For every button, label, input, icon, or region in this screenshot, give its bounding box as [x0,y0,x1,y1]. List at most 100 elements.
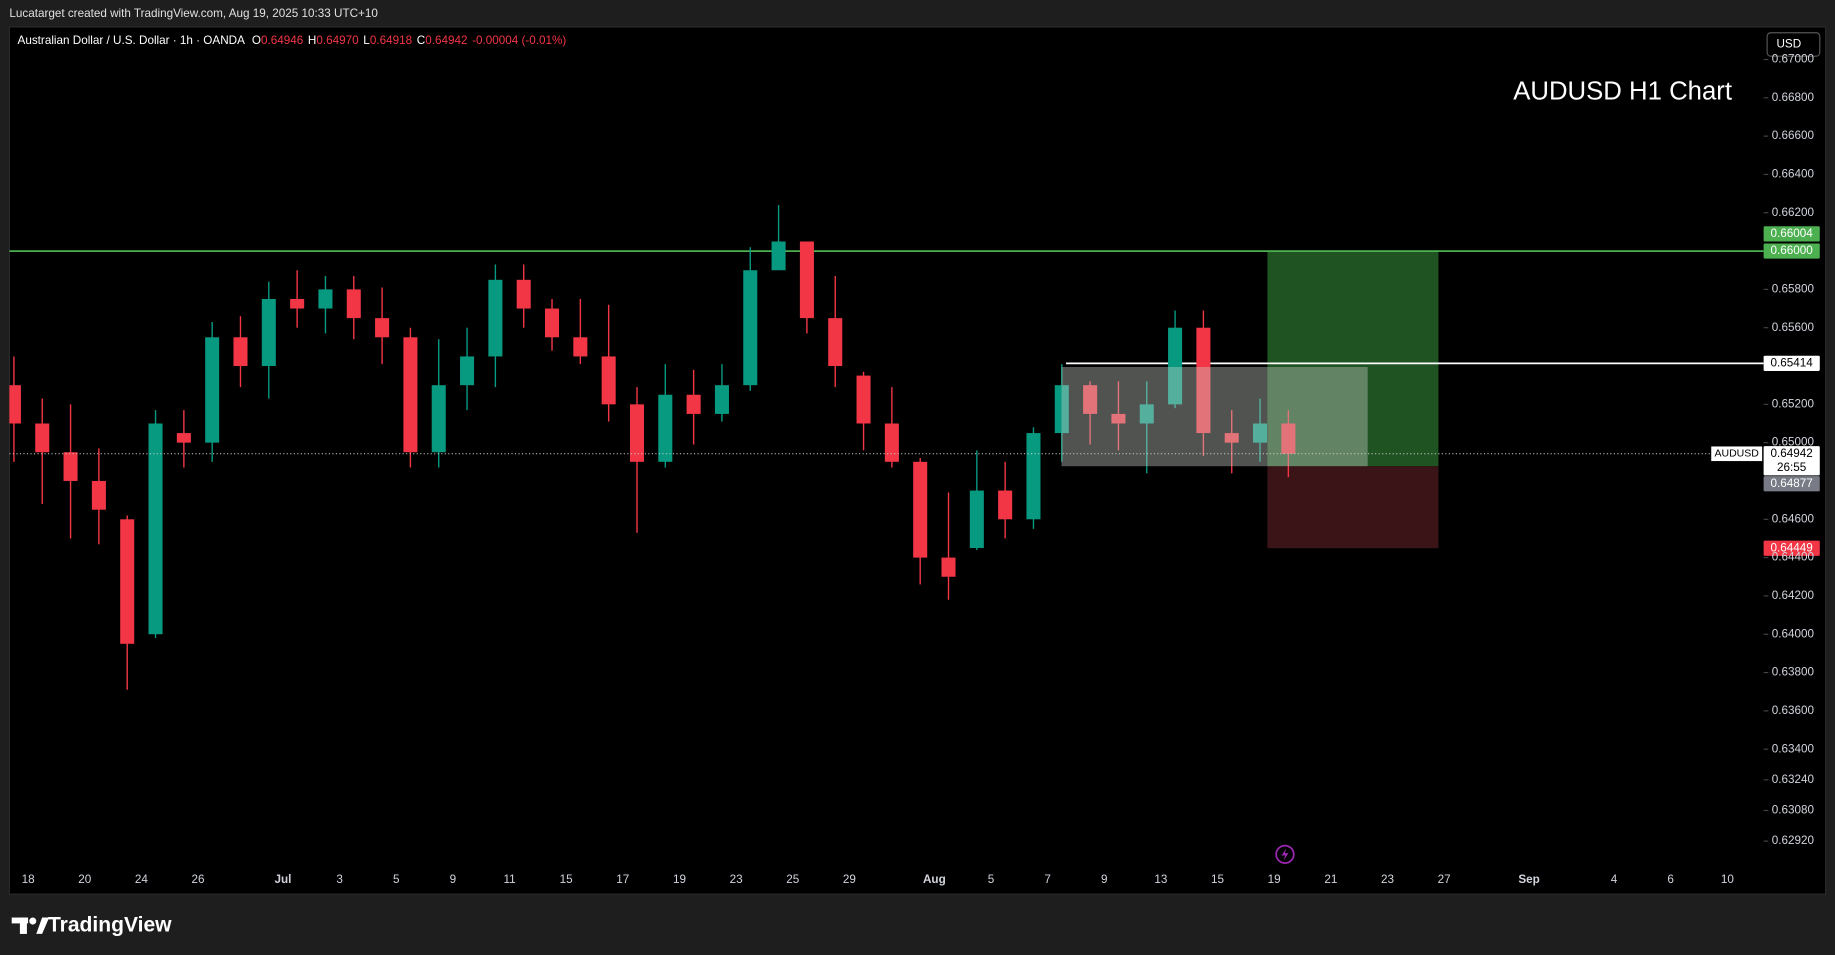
x-tick-label: 5 [988,873,995,886]
candle-body [460,356,475,386]
credit: Lucatarget created with TradingView.com,… [9,7,378,20]
y-tick-label: 0.63400 [1772,742,1815,755]
candle-body [233,337,248,367]
y-tick-label: 0.65200 [1772,397,1815,410]
y-tick-label: 0.65000 [1772,436,1815,449]
x-tick-label: 9 [1101,873,1108,886]
candle-body [35,423,50,453]
symbol-name: Australian Dollar / U.S. Dollar · 1h · O… [18,34,246,47]
price-tag [1763,476,1820,492]
y-tick-label: 0.66600 [1772,129,1815,142]
candle-body [629,404,645,462]
chart-pane [8,26,1827,895]
ohlc-key: C [417,34,425,47]
candle-body [714,385,729,414]
tv-logo-icon [11,917,50,934]
candle-body [290,298,305,309]
x-tick-label: 18 [22,873,35,886]
x-tick-label: 7 [1044,873,1051,886]
y-tick-label: 0.64200 [1772,589,1815,602]
candle-body [1196,327,1211,434]
x-tick-label: 11 [503,873,515,886]
price-tag [1763,355,1820,371]
x-tick-label: 20 [78,873,91,886]
candle-body [1111,413,1126,424]
y-tick-label: 0.66400 [1772,168,1815,181]
range-box [1061,366,1368,467]
candle-body [686,394,701,414]
candle-body [205,337,220,443]
price-tag-label: 0.64877 [1771,477,1813,490]
x-tick-label: 29 [843,873,856,886]
candle-body [799,241,814,319]
x-tick-label: 3 [336,873,343,886]
symbol-legend: Australian Dollar / U.S. Dollar · 1h · O… [18,34,567,47]
y-tick-label: 0.64600 [1772,512,1815,525]
x-tick-label: 4 [1611,873,1618,886]
last-price-tag [1763,446,1820,476]
candle-body [1224,433,1239,443]
ohlc-value: 0.64918 [370,34,412,47]
ohlc-value: 0.64970 [316,34,359,47]
y-tick-label: 0.63600 [1772,704,1815,717]
x-tick-label: 5 [393,873,400,886]
y-tick-label: 0.63240 [1772,773,1815,786]
price-tag-label: 0.64449 [1771,541,1813,554]
x-tick-label: Jul [275,873,292,886]
candle-body [176,433,191,443]
x-tick-label: 17 [616,873,629,886]
x-tick-label: 23 [730,873,743,886]
x-tick-label: 24 [135,873,148,886]
candle-body [1168,327,1183,405]
candle-body [148,423,163,635]
candle-body [1139,404,1154,424]
y-tick-label: 0.65800 [1772,282,1815,295]
candle-body [9,385,21,424]
candle-body [91,480,106,510]
candle-body [828,318,843,367]
candle-body [941,557,956,577]
x-tick-label: Sep [1518,873,1539,886]
profit-zone [1267,250,1439,467]
ohlc-value: 0.64942 [425,34,467,47]
alert-icon [1275,844,1295,865]
y-tick-label: 0.66800 [1772,91,1815,104]
candle-body [1054,385,1069,434]
candle-body [120,519,135,644]
loss-zone [1267,466,1439,549]
candle-body [375,318,390,338]
x-tick-label: 25 [786,873,799,886]
ohlc-key: L [363,34,370,47]
x-tick-label: 27 [1438,873,1451,886]
candle-body [573,337,588,357]
candle-body [601,356,616,405]
y-tick-label: 0.64400 [1772,551,1815,564]
ohlc-key: H [308,34,316,47]
currency-button[interactable] [1766,32,1821,57]
candle-body [544,308,560,338]
chart-title: AUDUSD H1 Chart [1513,77,1732,105]
x-tick-label: 21 [1324,873,1337,886]
x-tick-label: 10 [1721,873,1734,886]
candle-body [884,423,899,462]
x-tick-label: 6 [1667,873,1674,886]
plot-area [9,205,1764,690]
x-tick-label: 26 [192,873,205,886]
y-tick-label: 0.62920 [1772,834,1815,847]
x-tick-label: 15 [1211,873,1224,886]
candle-body [318,289,333,309]
price-tag-label: 0.66004 [1771,227,1814,240]
y-tick-label: 0.63080 [1772,804,1815,817]
y-tick-label: 0.63800 [1772,666,1815,679]
currency-label[interactable]: USD [1776,38,1801,51]
change: -0.00004 (-0.01%) [472,34,566,47]
candle-body [403,337,418,453]
ohlc-value: 0.64946 [261,34,303,47]
candle-body [488,279,503,357]
candle-body [1026,433,1041,520]
candle-body [743,270,758,386]
tv-logo-text: TradingView [48,913,172,936]
last-price-label: 0.64942 [1771,447,1813,460]
candle-body [969,490,984,549]
